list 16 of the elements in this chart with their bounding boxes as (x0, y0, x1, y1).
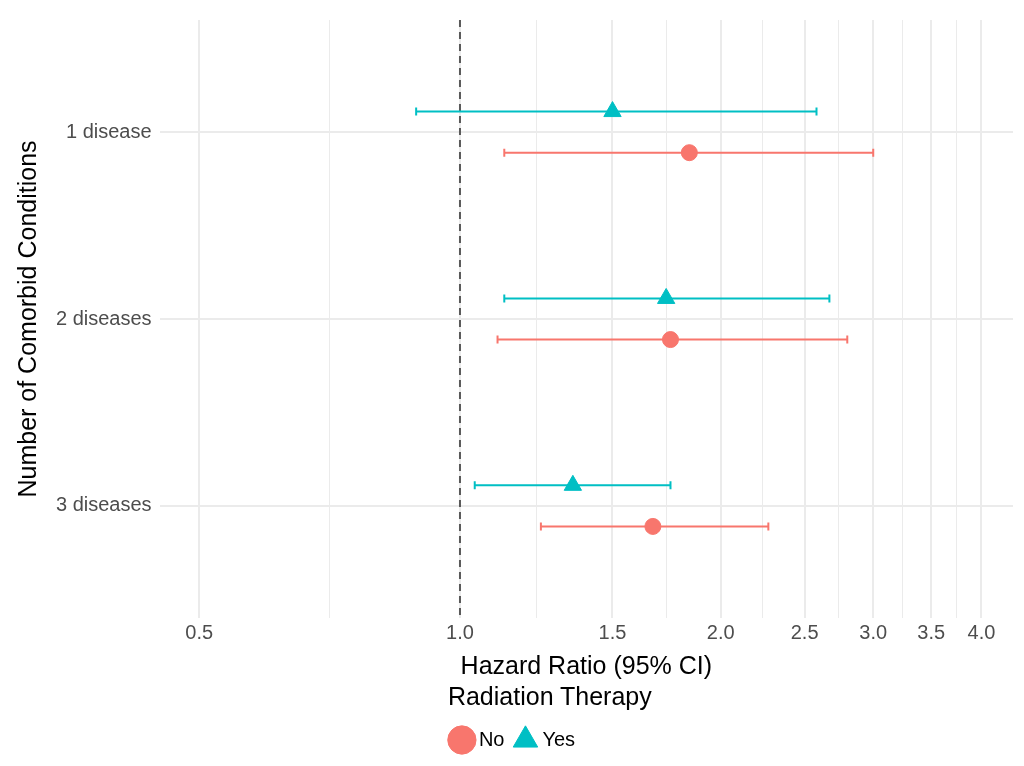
y-tick-label: 3 diseases (55, 493, 152, 516)
x-tick-label: 1.5 (598, 620, 627, 643)
x-tick-label: 3.0 (859, 620, 888, 643)
legend-title: Radiation Therapy (447, 682, 653, 711)
x-tick-label: 1.0 (446, 620, 474, 643)
legend-label: No (478, 727, 505, 750)
y-axis-title: Number of Comorbid Conditions (12, 140, 41, 498)
y-tick-label: 2 diseases (55, 306, 152, 329)
x-tick-label: 4.0 (967, 620, 996, 643)
x-tick-label: 0.5 (185, 620, 214, 643)
x-axis-title: Hazard Ratio (95% CI) (460, 650, 713, 679)
x-tick-label: 2.0 (706, 620, 735, 643)
legend-label: Yes (542, 727, 576, 750)
y-tick-label: 1 disease (65, 119, 152, 142)
x-tick-label: 3.5 (917, 620, 946, 643)
x-tick-label: 2.5 (790, 620, 819, 643)
